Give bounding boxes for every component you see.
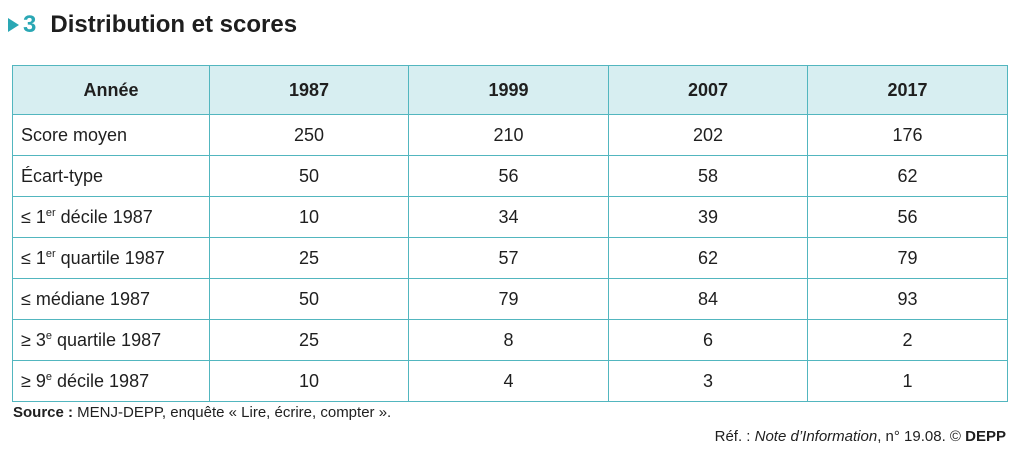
row-label-text: ≥ 3 [21,329,46,350]
ref-publication: Note d’Information [754,428,878,445]
row-label: ≥ 9e décile 1987 [12,360,210,402]
table-cell: 6 [608,319,808,361]
table-cell: 34 [408,196,609,238]
row-label-text: ≤ 1 [21,247,46,268]
table-cell: 3 [608,360,808,402]
header-cell-year-label: Année [12,65,210,115]
table-cell: 57 [408,237,609,279]
source-label: Source : [13,404,74,421]
row-label-text: ≤ médiane 1987 [21,288,150,309]
data-table: Année 1987 1999 2007 2017 Score moyen 250… [12,65,1008,402]
table-cell: 62 [608,237,808,279]
table-cell: 10 [209,360,409,402]
table-row: ≤ 1er quartile 1987 25 57 62 79 [12,237,1008,279]
row-label-text: Écart-type [21,165,104,186]
table-cell: 79 [807,237,1008,279]
table-cell: 1 [807,360,1008,402]
ref-publisher: DEPP [965,428,1006,445]
ref-middle: , n° 19.08. © [877,428,966,445]
header-cell-year: 1987 [209,65,409,115]
header-cell-year: 1999 [408,65,609,115]
table-header-row: Année 1987 1999 2007 2017 [12,65,1008,115]
table-cell: 79 [408,278,609,320]
source-note: Source : MENJ-DEPP, enquête « Lire, écri… [13,404,391,421]
table-cell: 176 [807,114,1008,156]
row-label-suffix: décile 1987 [52,370,150,391]
header-cell-year: 2017 [807,65,1008,115]
row-label-ordinal: e [45,329,53,342]
triangle-right-icon [8,18,19,32]
table-cell: 210 [408,114,609,156]
row-label-ordinal: er [45,247,56,260]
row-label: ≥ 3e quartile 1987 [12,319,210,361]
header-cell-year: 2007 [608,65,808,115]
row-label-suffix: quartile 1987 [55,247,165,268]
table-cell: 4 [408,360,609,402]
table-row: Score moyen 250 210 202 176 [12,114,1008,156]
table-row: ≤ médiane 1987 50 79 84 93 [12,278,1008,320]
table-row: ≥ 3e quartile 1987 25 8 6 2 [12,319,1008,361]
row-label: ≤ 1er quartile 1987 [12,237,210,279]
row-label: Écart-type [12,155,210,197]
table-cell: 56 [408,155,609,197]
table-row: Écart-type 50 56 58 62 [12,155,1008,197]
figure-title: Distribution et scores [50,11,298,38]
row-label-text: Score moyen [21,124,128,145]
row-label-text: ≥ 9 [21,370,46,391]
reference-note: Réf. : Note d’Information, n° 19.08. © D… [715,428,1006,445]
figure-heading: 3 Distribution et scores [8,8,297,42]
ref-prefix: Réf. : [714,428,755,445]
table-cell: 25 [209,319,409,361]
table-cell: 25 [209,237,409,279]
table-cell: 93 [807,278,1008,320]
table-cell: 56 [807,196,1008,238]
table-cell: 2 [807,319,1008,361]
table-row: ≤ 1er décile 1987 10 34 39 56 [12,196,1008,238]
table-cell: 10 [209,196,409,238]
table-cell: 39 [608,196,808,238]
row-label-text: ≤ 1 [21,206,46,227]
table-cell: 202 [608,114,808,156]
table-row: ≥ 9e décile 1987 10 4 3 1 [12,360,1008,402]
row-label-ordinal: e [45,370,53,383]
table-cell: 50 [209,278,409,320]
row-label-suffix: quartile 1987 [52,329,162,350]
row-label-suffix: décile 1987 [55,206,153,227]
table-cell: 50 [209,155,409,197]
table-cell: 58 [608,155,808,197]
table-cell: 84 [608,278,808,320]
figure-number: 3 [23,11,37,38]
row-label-ordinal: er [45,206,56,219]
row-label: Score moyen [12,114,210,156]
row-label: ≤ 1er décile 1987 [12,196,210,238]
source-text: MENJ-DEPP, enquête « Lire, écrire, compt… [73,404,392,421]
table-cell: 62 [807,155,1008,197]
row-label: ≤ médiane 1987 [12,278,210,320]
table-cell: 8 [408,319,609,361]
table-cell: 250 [209,114,409,156]
